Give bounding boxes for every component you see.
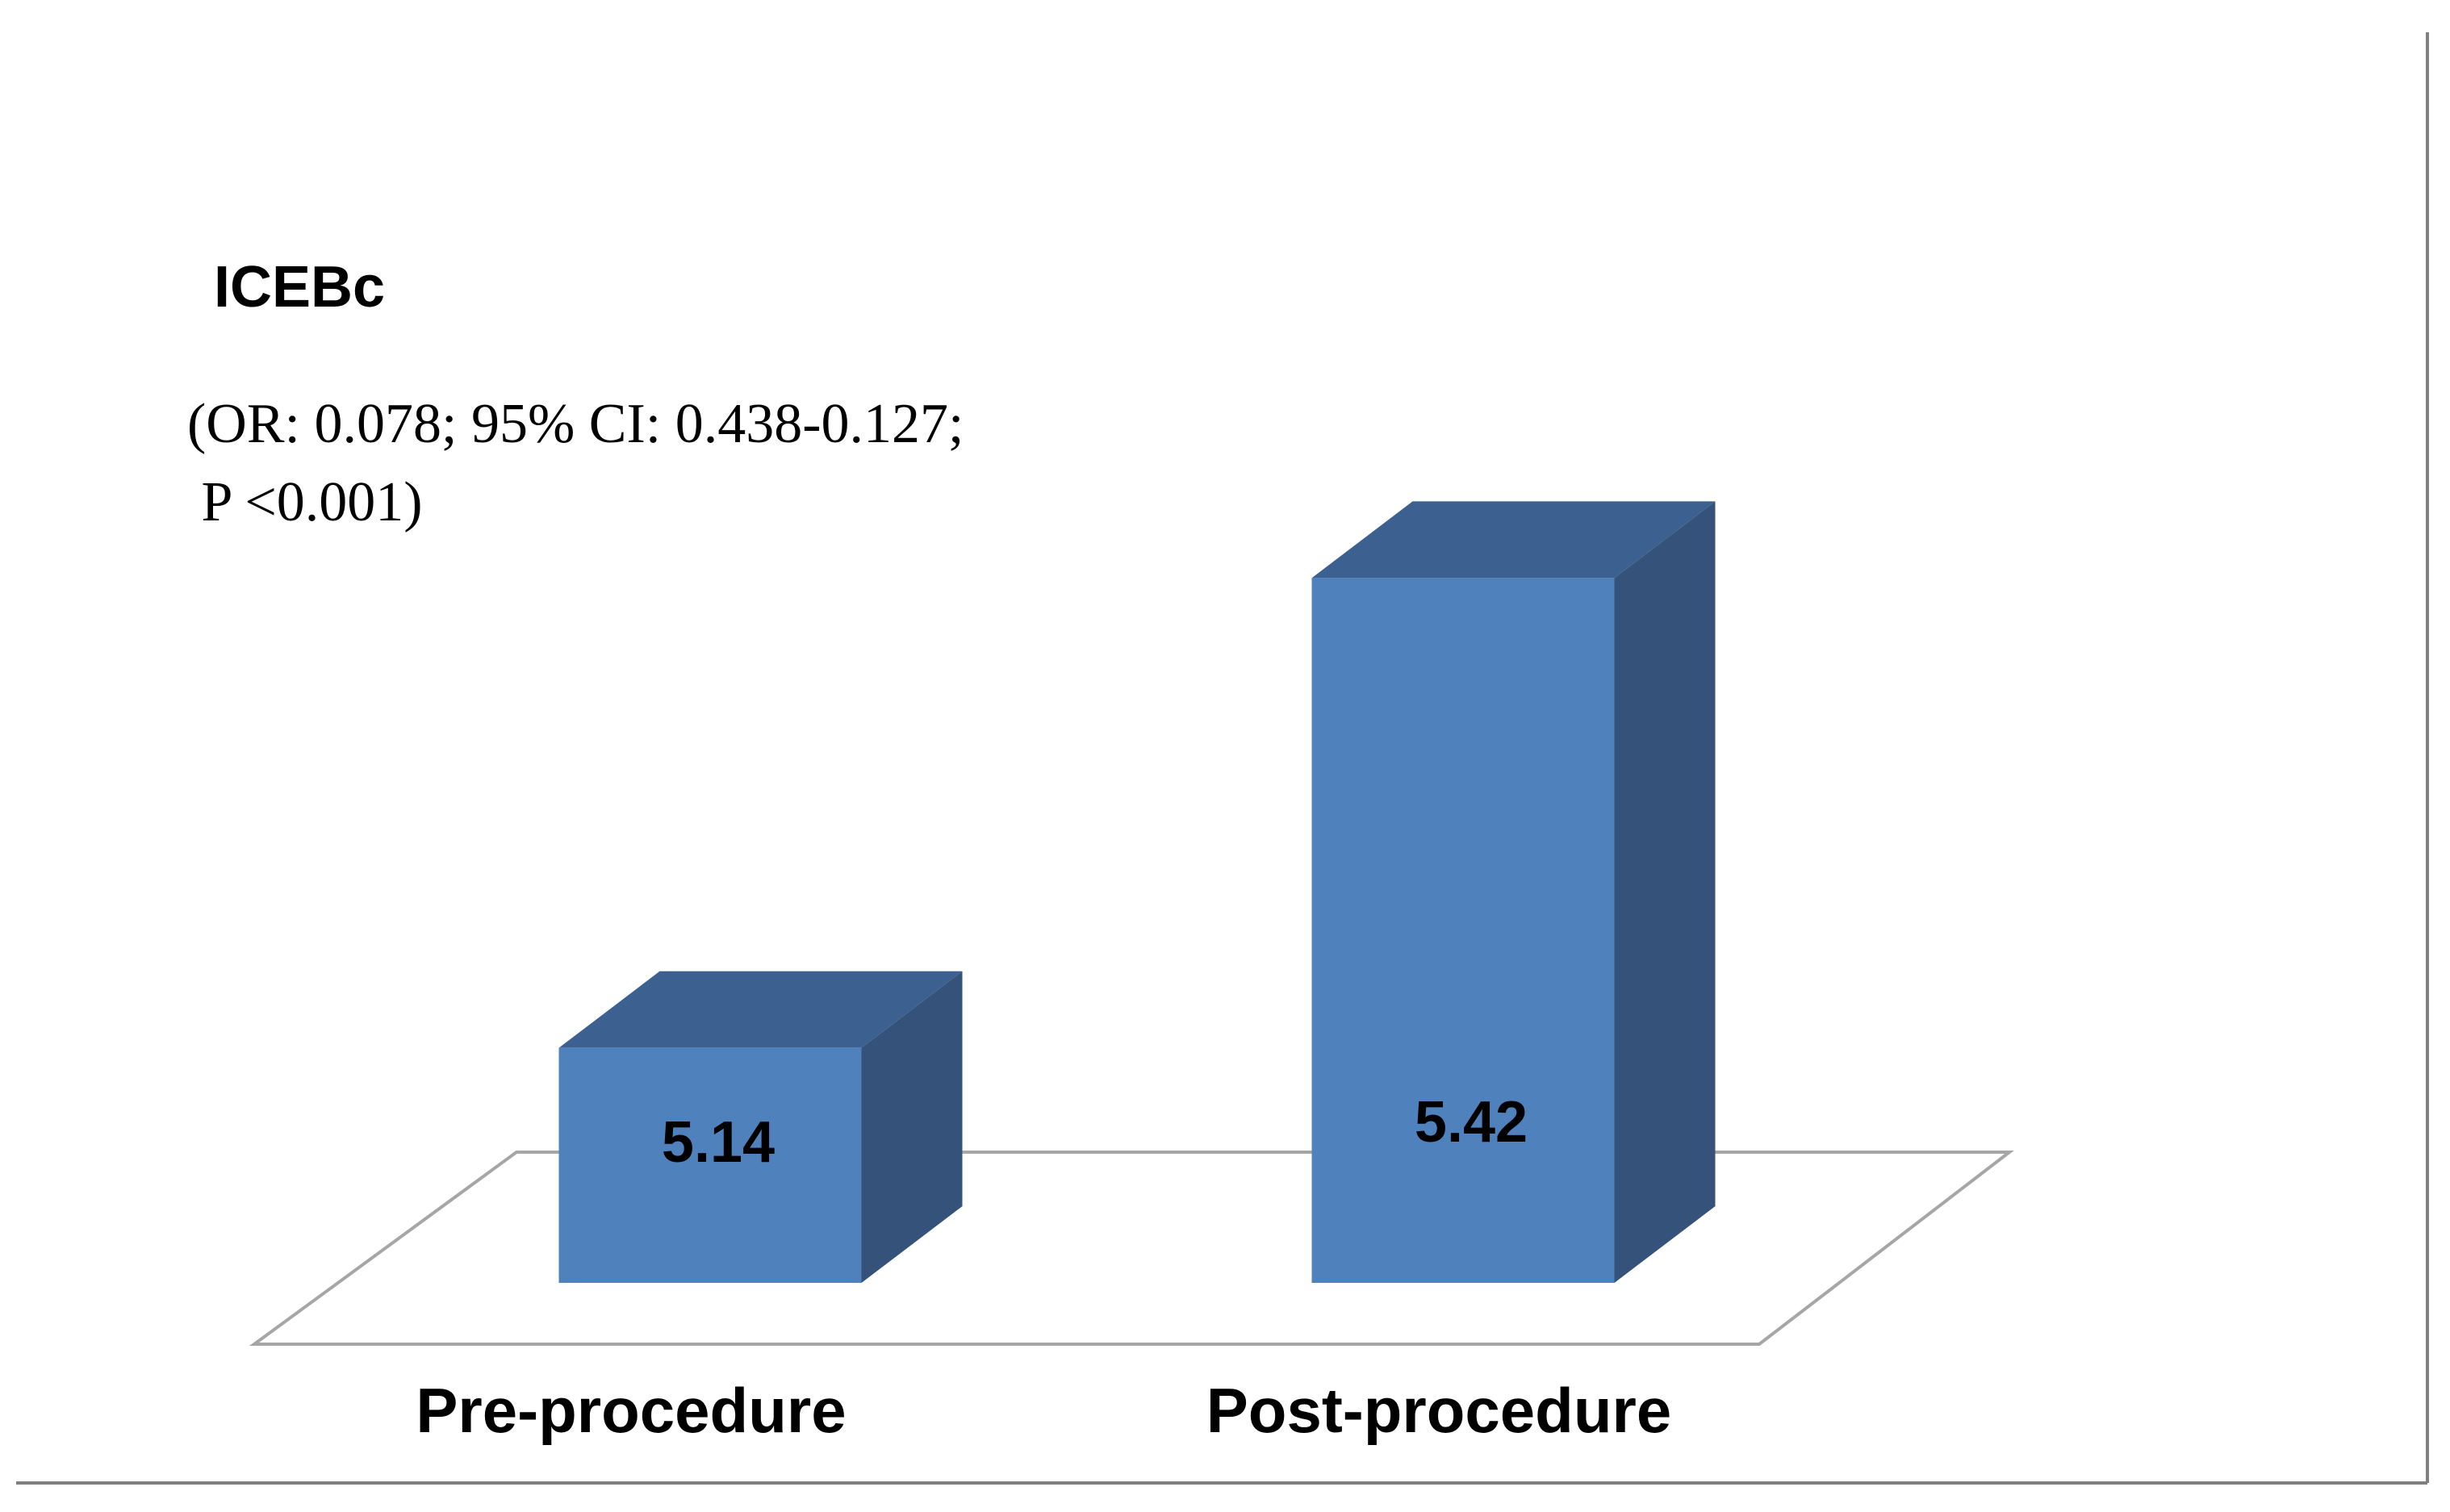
category-label-1: Pre-procedure [416,1375,846,1446]
chart-title: ICEBc [214,255,385,320]
data-label-1: 5.14 [662,1110,775,1175]
chart-floor [254,1152,2009,1344]
bar-2 [1312,501,1716,1283]
category-label-2: Post-procedure [1206,1375,1671,1446]
bar-2-side [1615,501,1716,1283]
data-label-2: 5.42 [1415,1090,1528,1155]
stats-annotation-line-2: P <0.001) [187,471,423,533]
bar-2-front [1312,578,1615,1283]
stats-annotation-line-1: (OR: 0.078; 95% CI: 0.438-0.127; [187,393,964,455]
